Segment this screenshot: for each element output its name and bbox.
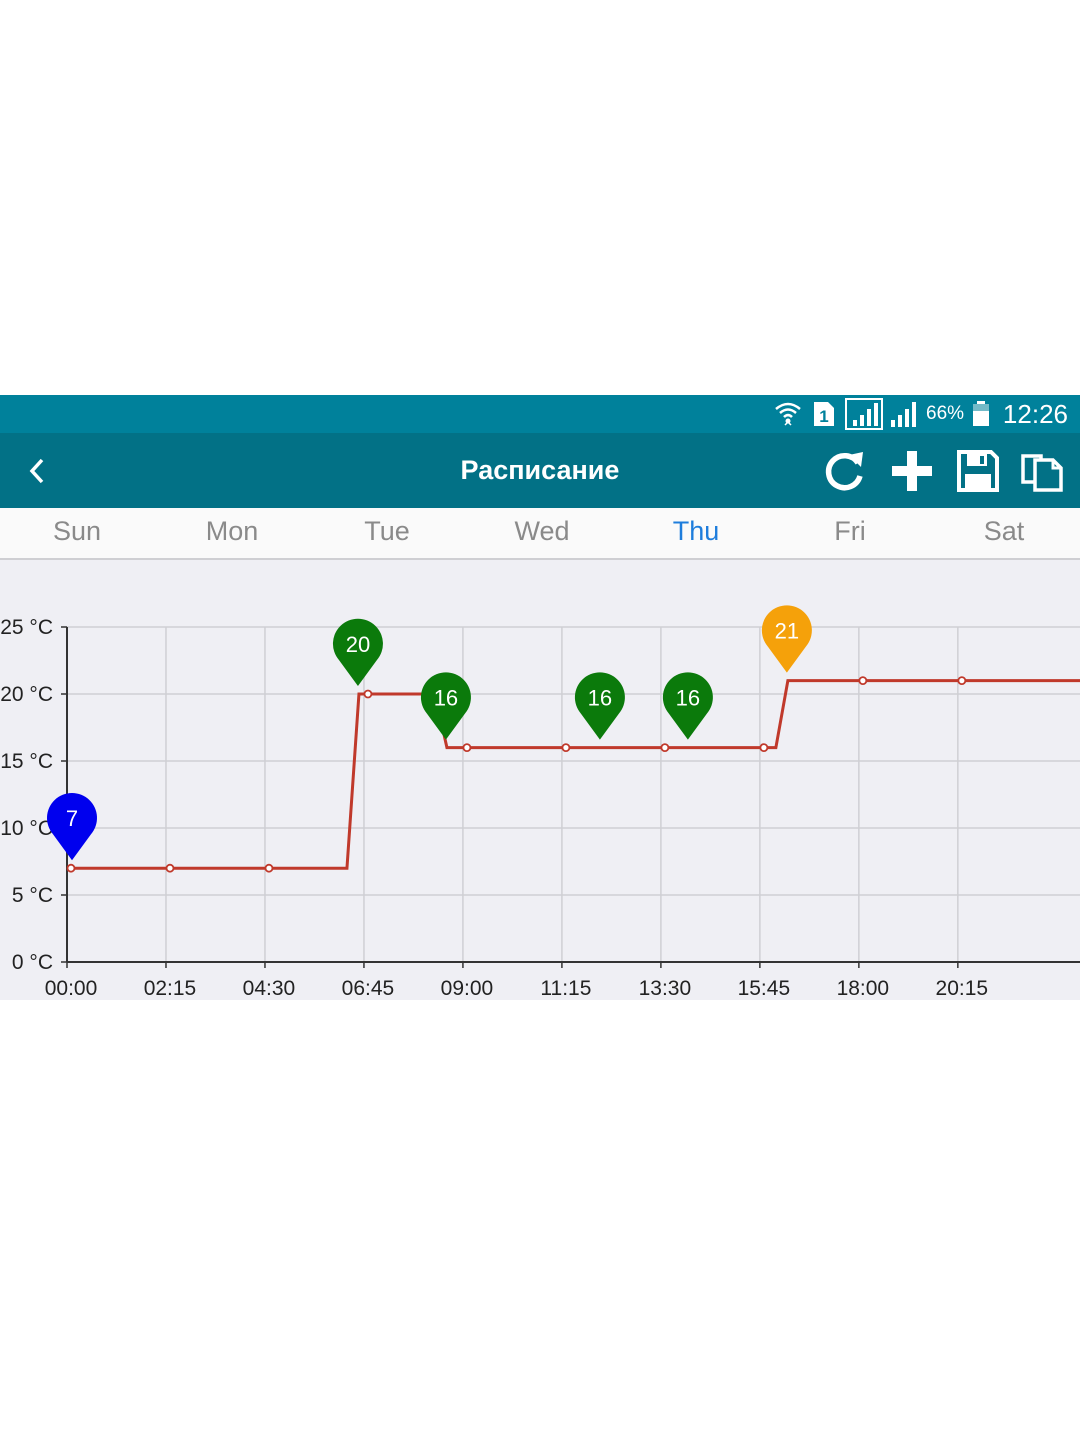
x-tick-label: 15:45 <box>738 977 791 1000</box>
page-title: Расписание <box>460 455 620 485</box>
data-point <box>660 743 670 753</box>
data-point <box>561 743 571 753</box>
y-tick-label: 25 °C <box>0 616 53 639</box>
tab-sun[interactable]: Sun <box>52 516 102 546</box>
save-button[interactable] <box>950 443 1006 499</box>
y-tick-label: 10 °C <box>0 817 53 840</box>
data-point <box>165 863 175 873</box>
y-tick-label: 15 °C <box>0 750 53 773</box>
add-icon <box>892 451 932 491</box>
data-point <box>363 689 373 699</box>
back-button[interactable] <box>10 443 66 499</box>
schedule-pin[interactable]: 16 <box>662 672 713 740</box>
pin-marker-shape <box>574 672 625 740</box>
wifi-icon <box>773 395 803 433</box>
battery-percent: 66% <box>926 403 965 424</box>
schedule-pin[interactable]: 16 <box>420 672 471 740</box>
temperature-line <box>71 679 1080 870</box>
refresh-icon <box>825 452 863 491</box>
pin-marker-shape <box>47 792 97 861</box>
sim-number: 1 <box>819 407 828 426</box>
pin-marker-shape <box>420 672 471 740</box>
save-icon <box>957 450 999 492</box>
x-tick-label: 20:15 <box>936 977 989 1000</box>
tab-wed[interactable]: Wed <box>514 516 570 546</box>
pin-marker-shape <box>332 618 383 686</box>
pin-label: 20 <box>346 632 370 657</box>
schedule-pin[interactable]: 16 <box>574 672 625 740</box>
x-tick-label: 09:00 <box>441 977 494 1000</box>
tab-sat[interactable]: Sat <box>983 516 1025 546</box>
data-point <box>462 743 472 753</box>
x-tick-label: 00:00 <box>45 977 98 1000</box>
schedule-pin[interactable]: 20 <box>332 618 383 686</box>
x-tick-label: 18:00 <box>837 977 890 1000</box>
refresh-button[interactable] <box>817 443 873 499</box>
chevron-left-icon <box>29 458 44 484</box>
pin-marker-shape <box>761 605 812 673</box>
add-button[interactable] <box>884 443 940 499</box>
x-tick-label: 11:15 <box>540 977 591 1000</box>
x-tick-label: 13:30 <box>639 977 692 1000</box>
signal-icon <box>888 395 920 433</box>
app-screen: 1 66% <box>0 395 1080 1000</box>
pin-marker-shape <box>662 672 713 740</box>
status-bar: 1 66% <box>0 395 1080 433</box>
tab-thu[interactable]: Thu <box>672 516 720 546</box>
tab-mon[interactable]: Mon <box>205 516 259 546</box>
y-tick-label: 5 °C <box>12 884 53 907</box>
tab-fri[interactable]: Fri <box>834 516 866 546</box>
schedule-pin[interactable]: 21 <box>761 605 812 673</box>
data-point <box>957 676 967 685</box>
pin-label: 21 <box>775 619 799 644</box>
pin-label: 16 <box>434 686 458 711</box>
data-point <box>759 743 769 753</box>
temperature-schedule-chart[interactable]: 0 °C 5 °C 10 °C 15 °C 20 °C 25 °C 00:00 02:15 04… <box>0 560 1080 1000</box>
day-tabs: Sun Mon Tue Wed Thu Fri Sat <box>0 508 1080 560</box>
x-tick-label: 02:15 <box>144 977 197 1000</box>
y-tick-label: 20 °C <box>0 683 53 706</box>
signal-icon <box>845 395 883 433</box>
data-point <box>66 863 76 873</box>
x-tick-label: 04:30 <box>243 977 296 1000</box>
app-bar: Расписание <box>0 433 1080 508</box>
y-tick-label: 0 °C <box>12 951 53 974</box>
sim-icon: 1 <box>812 395 836 433</box>
pin-label: 16 <box>588 686 612 711</box>
data-point <box>264 863 274 873</box>
status-time: 12:26 <box>1002 399 1068 429</box>
pin-label: 7 <box>66 806 78 831</box>
tab-tue[interactable]: Tue <box>364 516 410 546</box>
schedule-pin[interactable]: 7 <box>47 792 97 861</box>
x-tick-label: 06:45 <box>342 977 395 1000</box>
copy-button[interactable] <box>1014 443 1070 499</box>
pin-label: 16 <box>676 686 700 711</box>
battery-icon <box>971 395 991 433</box>
data-point <box>858 676 868 685</box>
copy-icon <box>1021 454 1063 492</box>
